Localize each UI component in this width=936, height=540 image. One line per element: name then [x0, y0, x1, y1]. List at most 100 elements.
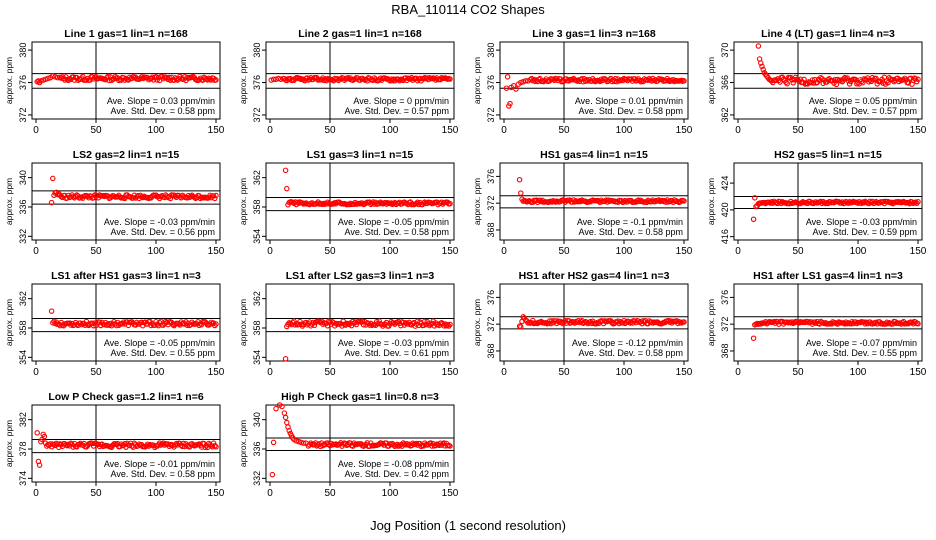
y-tick-label: 374 — [18, 471, 28, 486]
x-tick-label: 0 — [267, 246, 273, 257]
y-axis-label: approx. ppm — [4, 420, 14, 467]
panel-title: HS1 after HS2 gas=4 lin=1 n=3 — [519, 270, 670, 282]
data-point — [755, 43, 762, 49]
x-tick-label: 0 — [735, 125, 741, 136]
slope-annotation: Ave. Slope = -0.03 ppm/min — [104, 217, 215, 227]
data-point — [45, 75, 51, 82]
data-point — [868, 199, 874, 206]
y-axis-label: approx. ppm — [238, 420, 248, 467]
data-point — [138, 319, 145, 326]
x-tick-label: 100 — [382, 488, 399, 499]
data-point — [915, 198, 921, 205]
x-tick-label: 50 — [792, 367, 804, 378]
data-point — [550, 76, 556, 82]
y-axis-label: approx. ppm — [706, 57, 716, 104]
data-point — [513, 86, 519, 92]
data-point — [84, 193, 91, 200]
data-point — [844, 75, 850, 81]
y-tick-label: 380 — [18, 43, 28, 58]
slope-annotation: Ave. Slope = -0.03 ppm/min — [338, 338, 449, 348]
panel-13: Low P Check gas=1.2 lin=1 n=6 0 50 100 150 37… — [4, 391, 225, 499]
data-point — [761, 320, 768, 326]
stddev-annotation: Ave. Std. Dev. = 0.58 ppm — [345, 227, 449, 237]
data-point — [296, 438, 302, 445]
slope-annotation: Ave. Slope = 0.03 ppm/min — [107, 96, 215, 106]
y-tick-label: 336 — [18, 199, 28, 214]
y-tick-label: 372 — [486, 317, 496, 332]
stddev-annotation: Ave. Std. Dev. = 0.58 ppm — [579, 348, 683, 358]
data-point — [504, 74, 511, 80]
data-point — [441, 440, 447, 446]
panel-title: LS1 after HS1 gas=3 lin=1 n=3 — [51, 270, 201, 282]
data-point — [299, 200, 306, 206]
panel-10: LS1 after LS2 gas=3 lin=1 n=3 0 50 100 150 35… — [238, 270, 459, 378]
data-point — [681, 319, 687, 325]
stddev-annotation: Ave. Std. Dev. = 0.58 ppm — [111, 106, 215, 116]
data-point — [42, 76, 49, 83]
data-point — [845, 77, 852, 84]
stddev-annotation: Ave. Std. Dev. = 0.55 ppm — [813, 348, 917, 358]
y-tick-label: 380 — [252, 43, 262, 58]
data-point — [293, 438, 300, 444]
data-point — [166, 74, 172, 81]
y-tick-label: 382 — [18, 412, 28, 427]
data-point — [101, 193, 108, 200]
y-tick-label: 372 — [486, 107, 496, 122]
x-tick-label: 150 — [910, 125, 927, 136]
y-axis-label: approx. ppm — [4, 178, 14, 225]
x-tick-label: 0 — [33, 488, 39, 499]
y-tick-label: 416 — [720, 229, 730, 244]
data-point — [912, 76, 919, 82]
data-point — [164, 193, 170, 199]
data-point — [213, 77, 219, 83]
data-point — [621, 198, 627, 205]
slope-annotation: Ave. Slope = 0.05 ppm/min — [809, 96, 917, 106]
y-tick-label: 332 — [252, 471, 262, 486]
panel-frame — [499, 162, 689, 241]
x-tick-label: 150 — [442, 488, 459, 499]
x-tick-label: 100 — [382, 125, 399, 136]
x-tick-label: 0 — [735, 367, 741, 378]
slope-annotation: Ave. Slope = -0.05 ppm/min — [338, 217, 449, 227]
panel-2: Line 2 gas=1 lin=1 n=168 0 50 100 150 372 376 3… — [238, 28, 459, 136]
data-point — [300, 440, 307, 446]
data-point — [320, 321, 326, 327]
x-tick-label: 100 — [616, 246, 633, 257]
data-point — [796, 320, 802, 326]
data-point — [167, 77, 174, 84]
data-point — [900, 76, 907, 83]
x-tick-label: 100 — [382, 367, 399, 378]
x-tick-label: 50 — [792, 125, 804, 136]
x-tick-label: 0 — [267, 488, 273, 499]
panel-11: HS1 after HS2 gas=4 lin=1 n=3 0 50 100 150 36… — [472, 270, 693, 378]
data-point — [758, 60, 764, 66]
panel-frame — [265, 404, 455, 483]
y-tick-label: 378 — [18, 441, 28, 456]
y-tick-label: 354 — [252, 350, 262, 365]
data-point — [752, 195, 758, 201]
y-tick-label: 358 — [18, 320, 28, 335]
panel-title: LS1 gas=3 lin=1 n=15 — [307, 149, 414, 161]
y-tick-label: 376 — [486, 75, 496, 90]
slope-annotation: Ave. Slope = -0.01 ppm/min — [104, 459, 215, 469]
data-point — [518, 79, 524, 86]
data-point — [282, 356, 289, 362]
x-tick-label: 100 — [616, 125, 633, 136]
data-point — [395, 76, 402, 83]
y-tick-label: 362 — [18, 291, 28, 306]
x-tick-label: 150 — [676, 246, 693, 257]
data-point — [62, 77, 68, 83]
x-tick-label: 50 — [558, 367, 570, 378]
x-tick-label: 0 — [501, 246, 507, 257]
x-tick-label: 100 — [148, 367, 165, 378]
data-point — [155, 74, 162, 81]
x-tick-label: 150 — [676, 367, 693, 378]
data-point — [282, 167, 289, 174]
data-point — [158, 193, 164, 200]
y-axis-label: approx. ppm — [4, 299, 14, 346]
slope-annotation: Ave. Slope = -0.08 ppm/min — [338, 459, 449, 469]
panel-7: HS1 gas=4 lin=1 n=15 0 50 100 150 368 372 376 ap… — [472, 149, 693, 257]
data-point — [83, 318, 90, 325]
data-point — [47, 441, 54, 447]
data-point — [810, 80, 817, 86]
